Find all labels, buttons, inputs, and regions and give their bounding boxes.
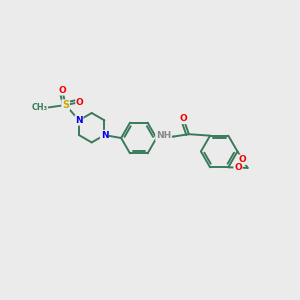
Text: S: S <box>62 100 69 110</box>
Text: NH: NH <box>156 131 171 140</box>
Text: O: O <box>234 163 242 172</box>
Text: O: O <box>180 114 188 123</box>
Text: N: N <box>100 130 108 140</box>
Text: O: O <box>76 98 84 106</box>
Text: O: O <box>58 86 66 95</box>
Text: O: O <box>239 155 246 164</box>
Text: CH₃: CH₃ <box>31 103 47 112</box>
Text: N: N <box>75 116 83 125</box>
